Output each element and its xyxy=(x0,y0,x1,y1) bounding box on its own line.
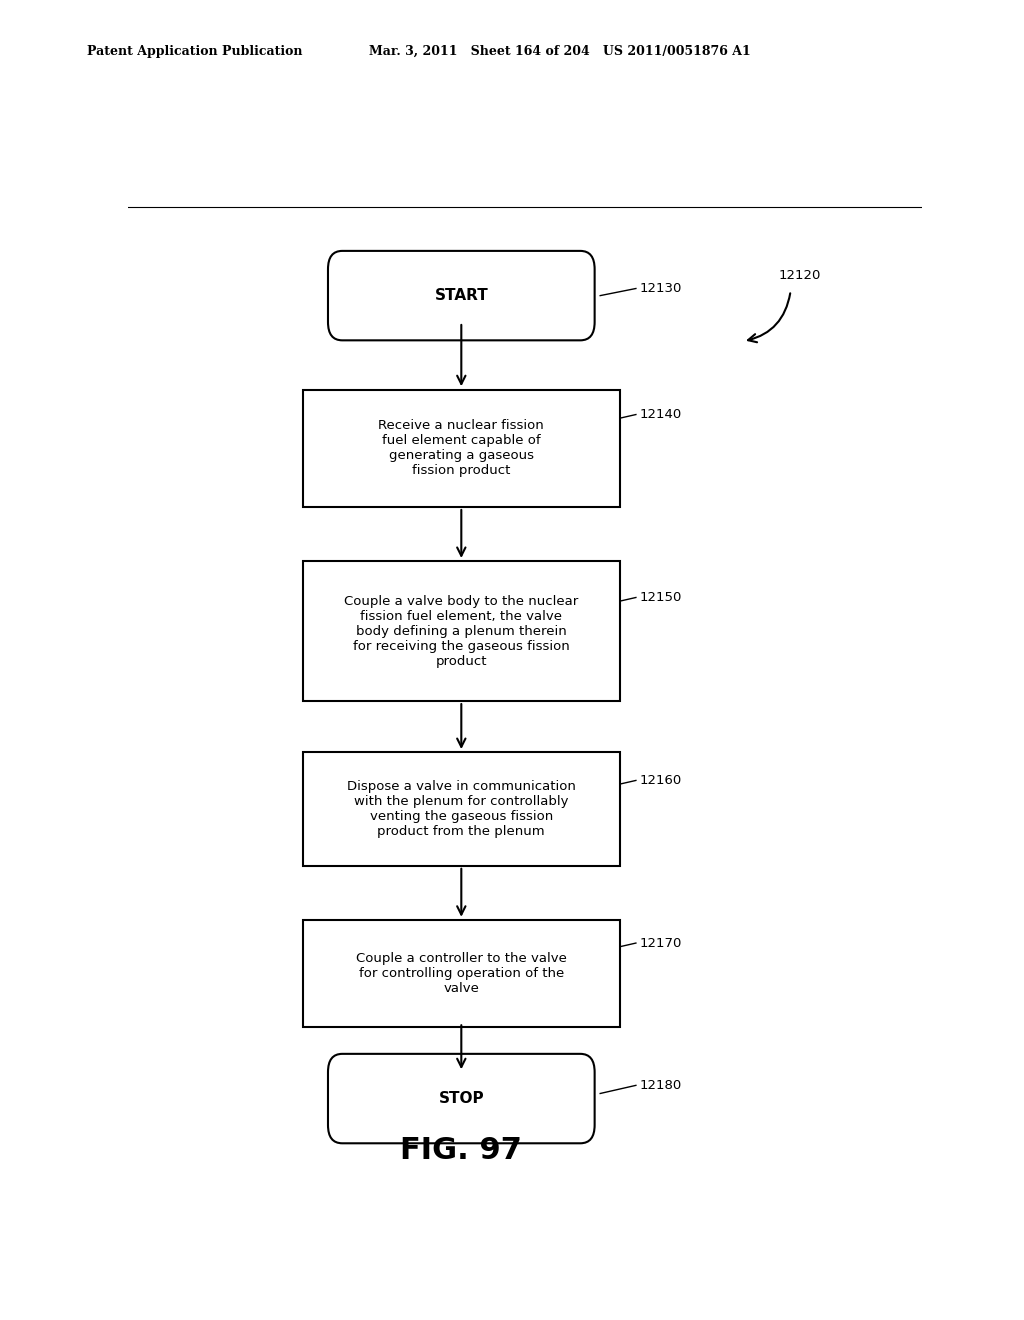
Text: Patent Application Publication: Patent Application Publication xyxy=(87,45,302,58)
FancyBboxPatch shape xyxy=(303,920,620,1027)
Text: 12140: 12140 xyxy=(640,408,682,421)
Text: 12180: 12180 xyxy=(640,1078,682,1092)
FancyBboxPatch shape xyxy=(303,561,620,701)
Text: Dispose a valve in communication
with the plenum for controllably
venting the ga: Dispose a valve in communication with th… xyxy=(347,780,575,838)
Text: 12150: 12150 xyxy=(640,591,682,605)
Text: Mar. 3, 2011   Sheet 164 of 204   US 2011/0051876 A1: Mar. 3, 2011 Sheet 164 of 204 US 2011/00… xyxy=(369,45,751,58)
Text: FIG. 97: FIG. 97 xyxy=(400,1137,522,1166)
Text: 12130: 12130 xyxy=(640,282,682,294)
FancyBboxPatch shape xyxy=(328,1053,595,1143)
FancyBboxPatch shape xyxy=(328,251,595,341)
Text: START: START xyxy=(434,288,488,304)
Text: Couple a controller to the valve
for controlling operation of the
valve: Couple a controller to the valve for con… xyxy=(356,952,566,995)
FancyBboxPatch shape xyxy=(303,389,620,507)
Text: Receive a nuclear fission
fuel element capable of
generating a gaseous
fission p: Receive a nuclear fission fuel element c… xyxy=(379,418,544,477)
Text: 12160: 12160 xyxy=(640,774,682,787)
Text: 12170: 12170 xyxy=(640,937,682,949)
Text: 12120: 12120 xyxy=(778,269,821,281)
Text: STOP: STOP xyxy=(438,1092,484,1106)
FancyBboxPatch shape xyxy=(303,752,620,866)
Text: Couple a valve body to the nuclear
fission fuel element, the valve
body defining: Couple a valve body to the nuclear fissi… xyxy=(344,594,579,668)
